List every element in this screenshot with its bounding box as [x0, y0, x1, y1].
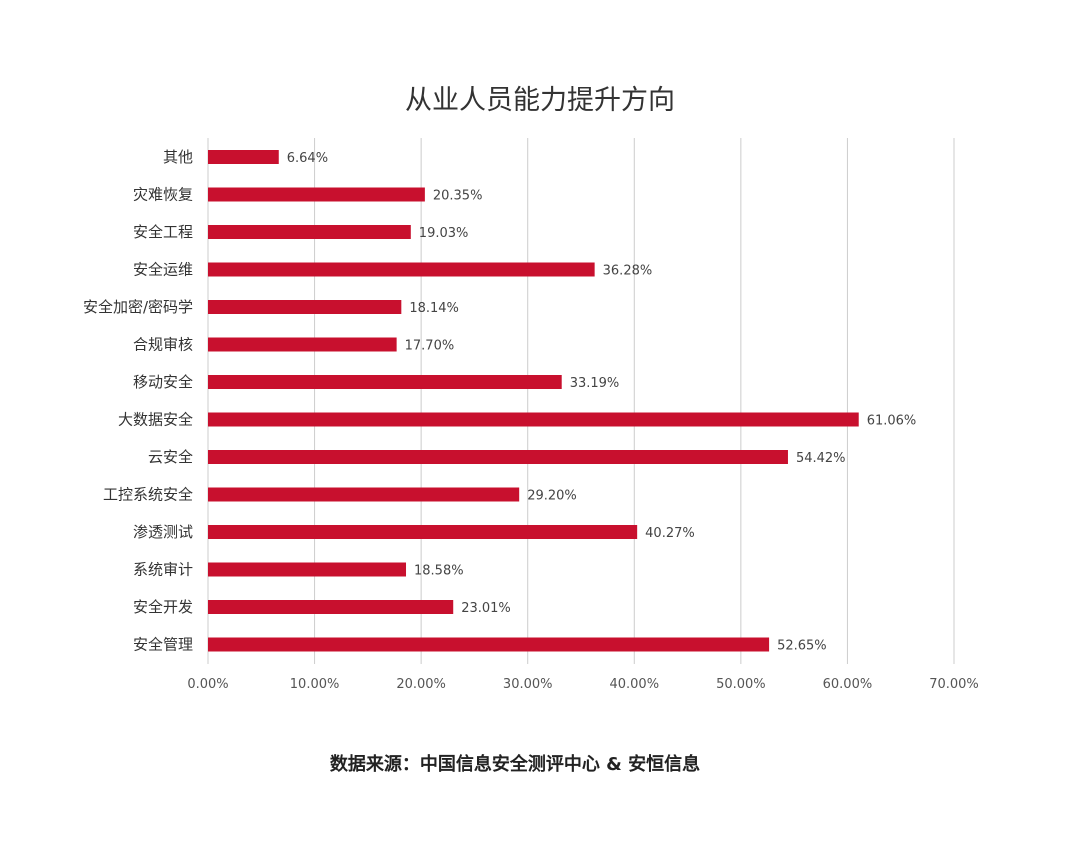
value-label: 33.19% — [570, 376, 620, 391]
category-label: 其他 — [163, 148, 193, 166]
bar — [208, 412, 859, 427]
bar — [208, 337, 397, 352]
grid-lines — [207, 138, 955, 664]
bar — [208, 600, 454, 614]
bar — [208, 562, 407, 577]
x-tick-label: 70.00% — [929, 677, 979, 692]
value-label: 40.27% — [645, 526, 695, 541]
value-label: 19.03% — [419, 226, 469, 241]
x-tick-label: 0.00% — [187, 677, 228, 692]
bar — [208, 375, 562, 389]
bars — [208, 150, 859, 652]
value-label: 61.06% — [867, 414, 917, 429]
value-label: 52.65% — [777, 639, 827, 654]
category-label: 安全加密/密码学 — [83, 298, 193, 316]
bar — [208, 525, 638, 539]
x-tick-label: 30.00% — [503, 677, 553, 692]
labels: 0.00% 10.00% 20.00% 30.00% 40.00% 50.00% 60.00… — [83, 148, 979, 692]
bar — [208, 450, 788, 464]
value-label: 36.28% — [603, 264, 653, 279]
category-label: 安全管理 — [133, 636, 193, 654]
category-label: 系统审计 — [133, 561, 193, 579]
category-label: 灾难恢复 — [133, 186, 193, 204]
category-label: 合规审核 — [133, 336, 193, 354]
bar — [208, 187, 425, 202]
bar — [208, 300, 402, 314]
x-tick-label: 10.00% — [290, 677, 340, 692]
chart-title: 从业人员能力提升方向 — [405, 85, 675, 116]
bar — [208, 637, 770, 652]
value-label: 29.20% — [527, 489, 577, 504]
category-label: 安全开发 — [133, 598, 193, 616]
value-label: 6.64% — [287, 151, 328, 166]
category-label: 移动安全 — [133, 373, 193, 391]
bar — [208, 225, 411, 239]
x-tick-label: 60.00% — [823, 677, 873, 692]
value-label: 54.42% — [796, 451, 846, 466]
value-label: 23.01% — [461, 601, 511, 616]
bar — [208, 150, 279, 164]
category-label: 安全运维 — [133, 261, 193, 279]
category-label: 云安全 — [148, 448, 193, 466]
value-label: 18.58% — [414, 564, 464, 579]
category-label: 大数据安全 — [118, 411, 193, 429]
category-label: 安全工程 — [133, 223, 193, 241]
category-label: 工控系统安全 — [103, 486, 193, 504]
bar — [208, 262, 595, 277]
bar — [208, 487, 520, 502]
category-label: 渗透测试 — [133, 523, 193, 541]
x-tick-label: 20.00% — [396, 677, 446, 692]
x-tick-label: 40.00% — [609, 677, 659, 692]
data-source-note: 数据来源：中国信息安全测评中心 & 安恒信息 — [329, 754, 701, 775]
value-label: 18.14% — [409, 301, 459, 316]
value-label: 20.35% — [433, 189, 483, 204]
x-tick-label: 50.00% — [716, 677, 766, 692]
value-label: 17.70% — [405, 339, 455, 354]
